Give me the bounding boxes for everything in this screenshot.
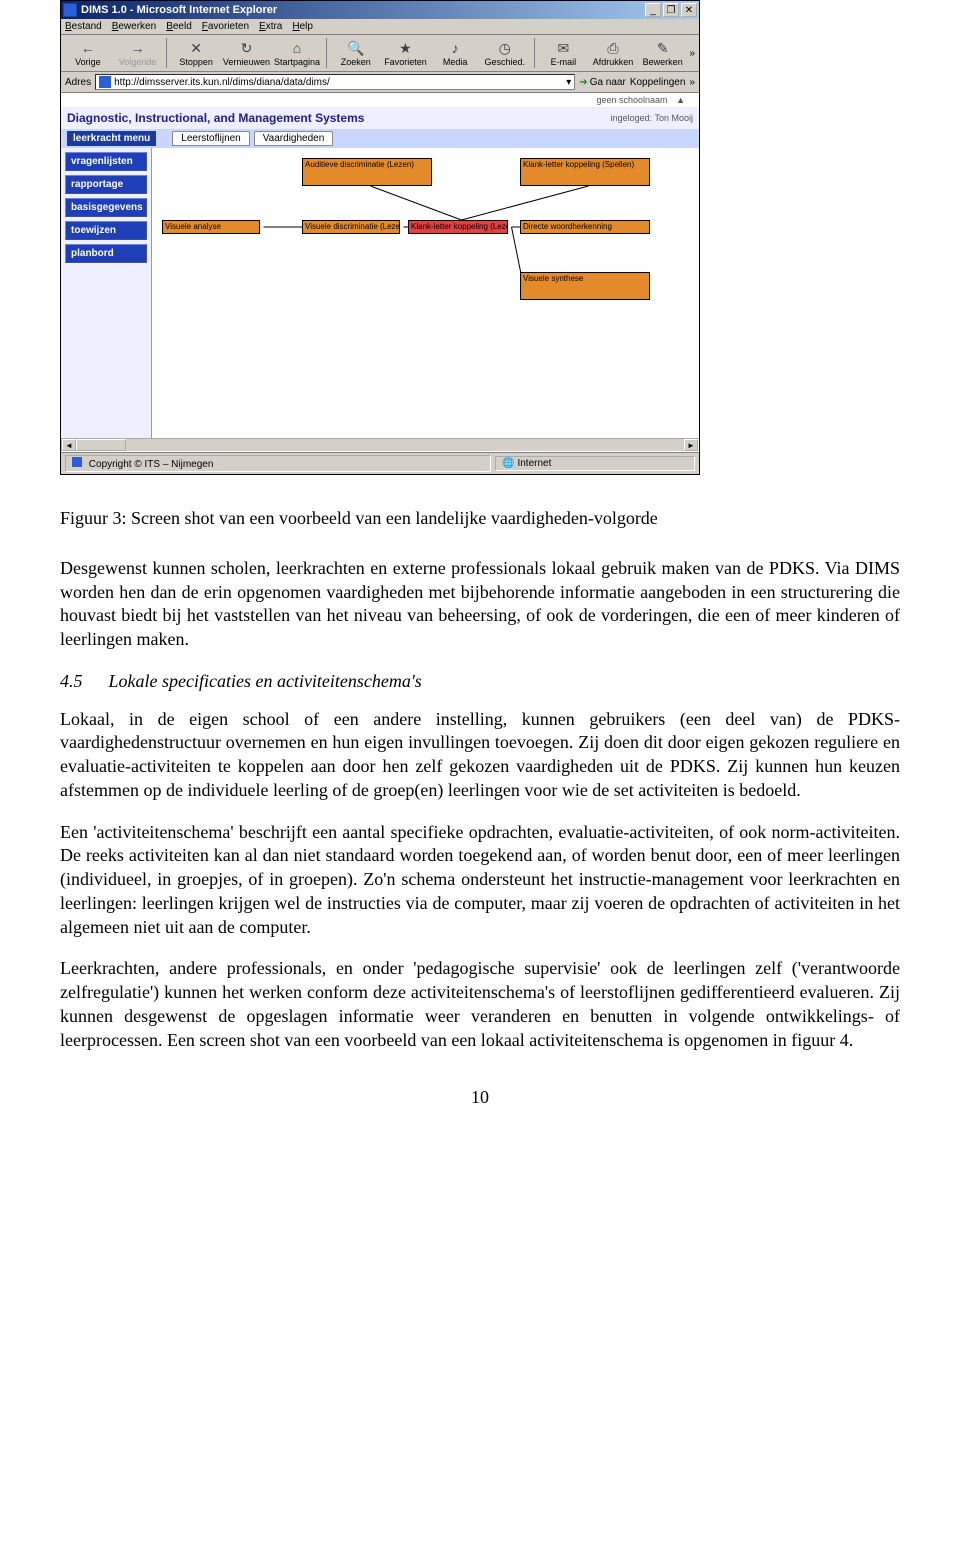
paragraph-1: Desgewenst kunnen scholen, leerkrachten …: [60, 557, 900, 652]
geschied.-icon: ◷: [494, 39, 516, 57]
go-label: Ga naar: [590, 77, 626, 88]
toolbar: ←Vorige→Volgende ✕Stoppen↻Vernieuwen⌂Star…: [61, 35, 699, 72]
favorieten-icon: ★: [394, 39, 416, 57]
address-bar: Adres http://dimsserver.its.kun.nl/dims/…: [61, 72, 699, 93]
menu-item-bestand[interactable]: Bestand: [65, 21, 102, 32]
diagram-node[interactable]: Visuele discriminatie (Lezen): [302, 220, 400, 234]
zoeken-icon: 🔍: [345, 39, 367, 57]
ie-window: DIMS 1.0 - Microsoft Internet Explorer _…: [60, 0, 700, 475]
tab-row: leerkracht menu Leerstoflijnen Vaardighe…: [61, 129, 699, 148]
go-button[interactable]: ➔ Ga naar: [579, 77, 626, 88]
toolbar-media[interactable]: ♪Media: [432, 37, 478, 69]
toolbar-vernieuwen[interactable]: ↻Vernieuwen: [223, 37, 270, 69]
sidebar-title: leerkracht menu: [67, 131, 156, 146]
diagram-node[interactable]: Visuele synthese: [520, 272, 650, 300]
sidebar-item-toewijzen[interactable]: toewijzen: [65, 221, 147, 240]
status-left: Copyright © ITS – Nijmegen: [89, 459, 214, 470]
tab-vaardigheden[interactable]: Vaardigheden: [254, 131, 334, 146]
address-label: Adres: [65, 77, 91, 88]
app-content: geen schoolnaam ▲ Diagnostic, Instructio…: [61, 93, 699, 438]
paragraph-4: Leerkrachten, andere professionals, en o…: [60, 957, 900, 1052]
sidebar-item-basisgegevens[interactable]: basisgegevens: [65, 198, 147, 217]
tab-leerstoflijnen[interactable]: Leerstoflijnen: [172, 131, 249, 146]
toolbar-bewerken[interactable]: ✎Bewerken: [640, 37, 686, 69]
login-label: ingeloged: Ton Mooij: [611, 113, 693, 123]
sidebar-item-planbord[interactable]: planbord: [65, 244, 147, 263]
h-scrollbar[interactable]: ◄ ►: [61, 438, 699, 452]
document-body: Figuur 3: Screen shot van een voorbeeld …: [0, 475, 960, 1150]
internet-icon: 🌐: [502, 458, 514, 469]
afdrukken-icon: ⎙: [602, 39, 624, 57]
menubar: Bestand Bewerken Beeld Favorieten Extra Help: [61, 19, 699, 35]
app-header: Diagnostic, Instructional, and Managemen…: [61, 107, 699, 129]
minimize-button[interactable]: _: [645, 3, 661, 17]
sidebar: vragenlijsten rapportage basisgegevens toew…: [61, 148, 151, 438]
statusbar: Copyright © ITS – Nijmegen 🌐 Internet: [61, 452, 699, 474]
vernieuwen-icon: ↻: [235, 39, 257, 57]
page-number: 10: [60, 1086, 900, 1110]
paragraph-3: Een 'activiteitenschema' beschrijft een …: [60, 821, 900, 940]
toolbar-vorige[interactable]: ←Vorige: [65, 37, 111, 69]
media-icon: ♪: [444, 39, 466, 57]
url-field[interactable]: http://dimsserver.its.kun.nl/dims/diana/…: [95, 74, 575, 90]
scroll-thumb[interactable]: [76, 439, 126, 451]
heading-number: 4.5: [60, 670, 104, 694]
toolbar-stoppen[interactable]: ✕Stoppen: [173, 37, 219, 69]
menu-item-help[interactable]: Help: [292, 21, 313, 32]
toolbar-e-mail[interactable]: ✉E-mail: [541, 37, 587, 69]
menu-item-beeld[interactable]: Beeld: [166, 21, 192, 32]
restore-button[interactable]: ❐: [663, 3, 679, 17]
schoolnaam-label: geen schoolnaam: [597, 95, 668, 105]
menu-item-bewerken[interactable]: Bewerken: [112, 21, 156, 32]
toolbar-geschied[interactable]: ◷Geschied.: [482, 37, 528, 69]
sidebar-item-rapportage[interactable]: rapportage: [65, 175, 147, 194]
diagram-node[interactable]: Directe woordherkenning: [520, 220, 650, 234]
vorige-icon: ←: [77, 39, 99, 57]
toolbar-zoeken[interactable]: 🔍Zoeken: [333, 37, 379, 69]
ie-icon-small: [72, 457, 82, 467]
figure-caption: Figuur 3: Screen shot van een voorbeeld …: [60, 507, 900, 531]
toolbar-startpagina[interactable]: ⌂Startpagina: [274, 37, 320, 69]
diagram-node[interactable]: Auditieve discriminatie (Lezen): [302, 158, 432, 186]
scroll-left-button[interactable]: ◄: [62, 439, 76, 451]
diagram-canvas: Auditieve discriminatie (Lezen) Klank-let…: [151, 148, 699, 438]
url-text: http://dimsserver.its.kun.nl/dims/diana/…: [114, 77, 330, 88]
sidebar-item-vragenlijsten[interactable]: vragenlijsten: [65, 152, 147, 171]
scroll-right-button[interactable]: ►: [684, 439, 698, 451]
status-right: Internet: [517, 458, 551, 469]
e-mail-icon: ✉: [552, 39, 574, 57]
status-zone: 🌐 Internet: [495, 456, 695, 471]
menu-item-extra[interactable]: Extra: [259, 21, 282, 32]
bewerken-icon: ✎: [652, 39, 674, 57]
volgende-icon: →: [126, 39, 148, 57]
ie-icon: [63, 3, 77, 17]
heading-text: Lokale specificaties en activiteitensche…: [109, 671, 422, 691]
menu-item-favorieten[interactable]: Favorieten: [202, 21, 249, 32]
section-heading: 4.5 Lokale specificaties en activiteiten…: [60, 670, 900, 694]
close-button[interactable]: ✕: [681, 3, 697, 17]
titlebar: DIMS 1.0 - Microsoft Internet Explorer _…: [61, 1, 699, 19]
window-title: DIMS 1.0 - Microsoft Internet Explorer: [81, 4, 643, 16]
stoppen-icon: ✕: [185, 39, 207, 57]
diagram-node[interactable]: Klank-letter koppeling (Lezen): [408, 220, 508, 234]
toolbar-volgende: →Volgende: [115, 37, 161, 69]
diagram-node[interactable]: Visuele analyse: [162, 220, 260, 234]
links-label[interactable]: Koppelingen: [630, 77, 686, 88]
toolbar-afdrukken[interactable]: ⎙Afdrukken: [590, 37, 636, 69]
diagram-node[interactable]: Klank-letter koppeling (Spellen): [520, 158, 650, 186]
page-icon: [99, 76, 111, 88]
toolbar-favorieten[interactable]: ★Favorieten: [383, 37, 429, 69]
paragraph-2: Lokaal, in de eigen school of een andere…: [60, 708, 900, 803]
startpagina-icon: ⌂: [286, 39, 308, 57]
